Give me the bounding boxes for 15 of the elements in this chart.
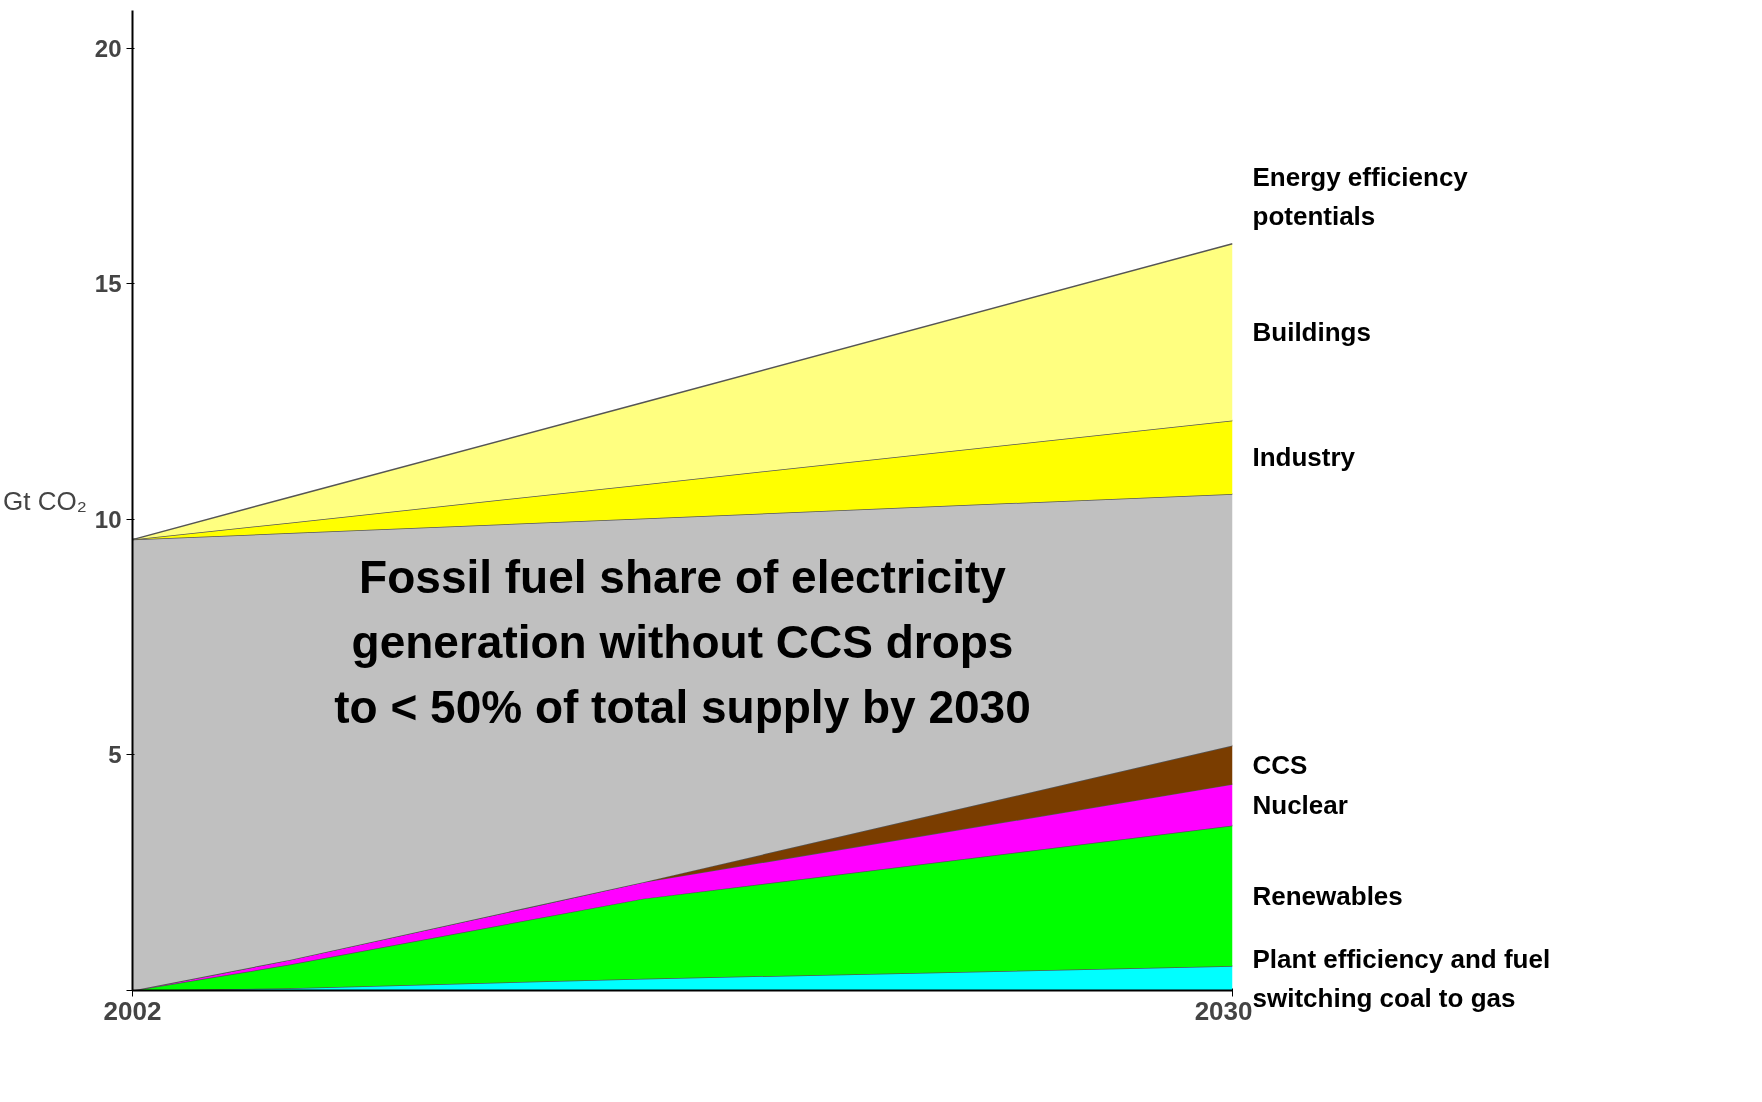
annotation: Fossil fuel share of electricity generation without CCS drops to < 50% of total supply by 2030 — [334, 550, 1031, 733]
series-label: Industry — [1252, 442, 1356, 473]
y-tick-label: 5 — [108, 741, 122, 769]
y-tick-label: 10 — [94, 505, 122, 533]
x-tick-label: 2002 — [103, 995, 162, 1026]
text: Energy efficiency potentials — [1252, 162, 1469, 232]
series-label: Buildings — [1252, 317, 1371, 348]
y-axis-title: Gt CO₂ — [3, 485, 87, 516]
x-tick-label: 2030 — [1194, 995, 1253, 1026]
series-label: Nuclear — [1252, 789, 1348, 820]
series-label: Plant efficiency and fuel switching coal to gas — [1252, 943, 1551, 1013]
series-label: CCS — [1252, 749, 1308, 780]
y-tick-label: 15 — [94, 270, 122, 298]
y-tick-label: 20 — [94, 34, 122, 62]
series-label: Renewables — [1252, 880, 1403, 911]
